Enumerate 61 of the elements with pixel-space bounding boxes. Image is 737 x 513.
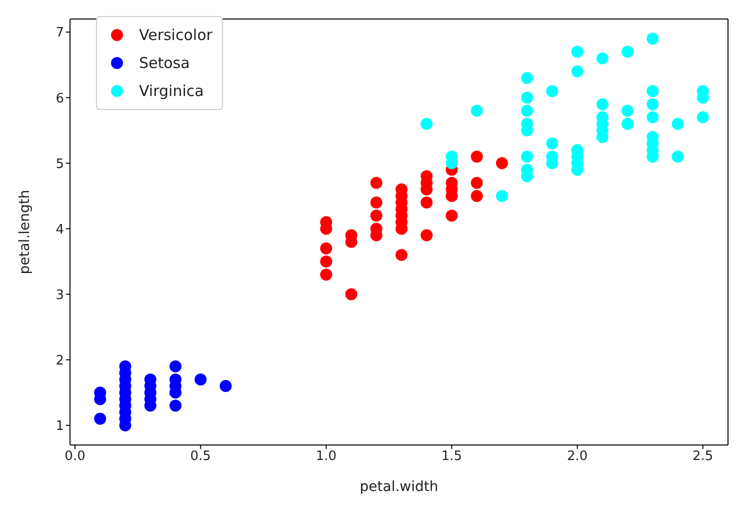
point xyxy=(571,46,584,58)
legend-label: Versicolor xyxy=(139,26,212,44)
point xyxy=(646,85,659,98)
point xyxy=(470,190,483,202)
x-tick-label: 0.5 xyxy=(190,449,211,464)
point xyxy=(320,255,332,268)
point xyxy=(370,210,382,222)
point xyxy=(420,118,433,130)
point xyxy=(345,288,358,300)
point xyxy=(169,400,182,412)
point xyxy=(194,373,207,386)
legend-label: Setosa xyxy=(139,54,190,72)
x-axis-title: petal.width xyxy=(360,479,438,495)
point xyxy=(646,32,659,45)
point xyxy=(622,118,634,130)
point xyxy=(470,176,483,189)
point xyxy=(370,176,382,189)
y-tick-label: 7 xyxy=(56,26,64,41)
point xyxy=(446,210,458,222)
y-tick-label: 1 xyxy=(56,418,64,434)
point xyxy=(521,104,534,117)
y-tick-label: 3 xyxy=(56,288,64,303)
point xyxy=(622,46,634,58)
point xyxy=(496,157,508,170)
point xyxy=(396,248,408,261)
point xyxy=(420,196,433,209)
y-tick-label: 5 xyxy=(56,156,64,172)
point xyxy=(470,104,483,117)
point xyxy=(546,85,558,98)
point xyxy=(420,229,433,242)
point xyxy=(672,150,684,163)
y-tick-label: 4 xyxy=(56,222,64,238)
point xyxy=(320,242,332,254)
point xyxy=(94,412,106,425)
x-tick-label: 2.5 xyxy=(692,449,714,464)
point xyxy=(696,111,709,124)
point xyxy=(470,150,483,163)
y-tick-label: 6 xyxy=(56,91,64,106)
point xyxy=(571,65,584,78)
point xyxy=(672,118,684,130)
point xyxy=(169,360,182,372)
x-tick-label: 2.0 xyxy=(566,449,588,464)
y-axis-title: petal.length xyxy=(16,190,33,274)
x-tick-label: 1.0 xyxy=(316,449,337,464)
point xyxy=(596,98,608,110)
x-tick-label: 0.0 xyxy=(64,449,86,464)
point xyxy=(646,98,659,110)
point xyxy=(622,104,634,117)
point xyxy=(220,380,232,392)
point xyxy=(521,150,534,163)
point xyxy=(320,268,332,281)
y-tick-label: 2 xyxy=(56,353,64,368)
x-tick-label: 1.5 xyxy=(441,449,462,464)
point xyxy=(546,138,558,150)
point xyxy=(646,111,659,124)
point xyxy=(496,190,508,202)
legend-label: Virginica xyxy=(139,82,204,100)
point xyxy=(521,92,534,104)
point xyxy=(370,196,382,209)
point xyxy=(521,72,534,84)
point xyxy=(596,52,608,64)
